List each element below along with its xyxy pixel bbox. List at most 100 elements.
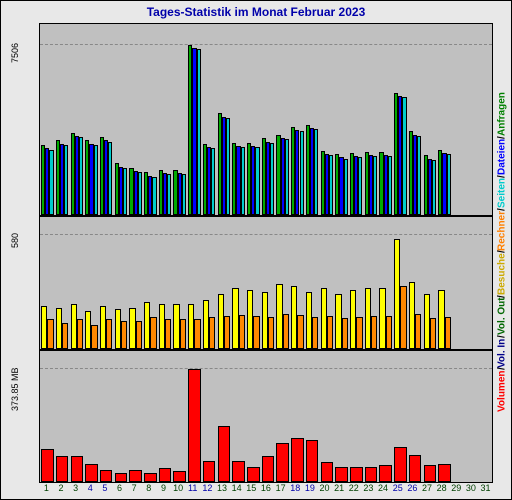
bar — [211, 148, 215, 215]
bar — [306, 440, 319, 482]
bar — [173, 471, 186, 482]
bar — [365, 467, 378, 482]
bar — [445, 317, 451, 348]
bar — [49, 150, 53, 216]
bar — [342, 318, 348, 348]
x-label: 18 — [288, 483, 303, 497]
bar — [291, 438, 304, 482]
bar — [150, 317, 156, 348]
bar — [300, 131, 304, 215]
bar — [438, 464, 451, 482]
bar — [144, 473, 157, 482]
bar — [203, 461, 216, 482]
x-label: 19 — [303, 483, 318, 497]
x-label: 17 — [273, 483, 288, 497]
x-label: 4 — [83, 483, 98, 497]
bar — [417, 136, 421, 215]
x-label: 20 — [317, 483, 332, 497]
legend-item: Vol. In — [497, 338, 508, 367]
bar — [247, 467, 260, 482]
bar — [283, 314, 289, 348]
bar — [432, 160, 436, 215]
legend-separator: / — [497, 175, 508, 178]
x-label: 21 — [332, 483, 347, 497]
bar — [447, 154, 451, 215]
bar — [226, 118, 230, 215]
legend-item: Besuche — [497, 253, 508, 295]
bar — [194, 319, 200, 348]
legend-item: Vol. Out — [497, 298, 508, 336]
bar — [41, 449, 54, 482]
y-axis-label: 580 — [10, 233, 44, 293]
bar — [47, 319, 53, 348]
bar — [241, 147, 245, 215]
x-label: 29 — [449, 483, 464, 497]
bar — [71, 456, 84, 482]
bar — [373, 156, 377, 215]
bar — [62, 323, 68, 348]
x-label: 23 — [361, 483, 376, 497]
bar — [136, 321, 142, 348]
gridline — [40, 234, 492, 235]
bar — [388, 156, 392, 215]
bar — [159, 468, 172, 482]
x-axis-labels: 1234567891011121314151617181920212223242… — [39, 483, 493, 497]
bar — [255, 147, 259, 215]
bar — [430, 318, 436, 348]
x-label: 25 — [390, 483, 405, 497]
right-legend: Volumen / Vol. In / Vol. Out / Besuche /… — [495, 23, 509, 481]
x-label: 27 — [420, 483, 435, 497]
bar — [402, 97, 406, 215]
x-label: 15 — [244, 483, 259, 497]
bar — [100, 470, 113, 482]
x-label: 16 — [259, 483, 274, 497]
bar — [64, 145, 68, 215]
bar — [115, 473, 128, 482]
bar — [415, 314, 421, 348]
panel-bottom: 373.85 MB — [39, 350, 493, 483]
bar — [197, 49, 201, 215]
x-label: 14 — [229, 483, 244, 497]
bar — [239, 315, 245, 348]
bar — [77, 319, 83, 348]
bar — [386, 316, 392, 348]
bar — [358, 157, 362, 215]
bar — [312, 317, 318, 348]
bar — [121, 321, 127, 348]
bar — [297, 315, 303, 348]
x-label: 30 — [464, 483, 479, 497]
chart-container: Tages-Statistik im Monat Februar 2023 75… — [0, 0, 512, 500]
bar — [85, 464, 98, 482]
legend-item: Rechner — [497, 211, 508, 251]
gridline — [40, 44, 492, 45]
bar — [232, 461, 245, 482]
bar — [224, 316, 230, 348]
bar — [209, 317, 215, 348]
panel-middle: 580 — [39, 216, 493, 349]
bar — [262, 456, 275, 482]
bar — [424, 465, 437, 482]
legend-item: Dateien — [497, 139, 508, 175]
bar — [253, 316, 259, 348]
x-label: 31 — [478, 483, 493, 497]
legend-separator: / — [497, 335, 508, 338]
legend-separator: / — [497, 368, 508, 371]
bar — [180, 319, 186, 348]
x-label: 24 — [376, 483, 391, 497]
bar — [329, 155, 333, 215]
x-label: 3 — [68, 483, 83, 497]
bar — [165, 319, 171, 348]
x-label: 8 — [141, 483, 156, 497]
bar — [218, 426, 231, 482]
bar — [371, 316, 377, 348]
bar — [409, 455, 422, 482]
y-axis-label: 7506 — [10, 43, 44, 103]
gridline — [40, 368, 492, 369]
x-label: 5 — [98, 483, 113, 497]
bar — [321, 462, 334, 482]
bar — [268, 317, 274, 348]
x-label: 11 — [185, 483, 200, 497]
bar — [270, 143, 274, 215]
bar — [356, 317, 362, 348]
bar — [327, 316, 333, 348]
